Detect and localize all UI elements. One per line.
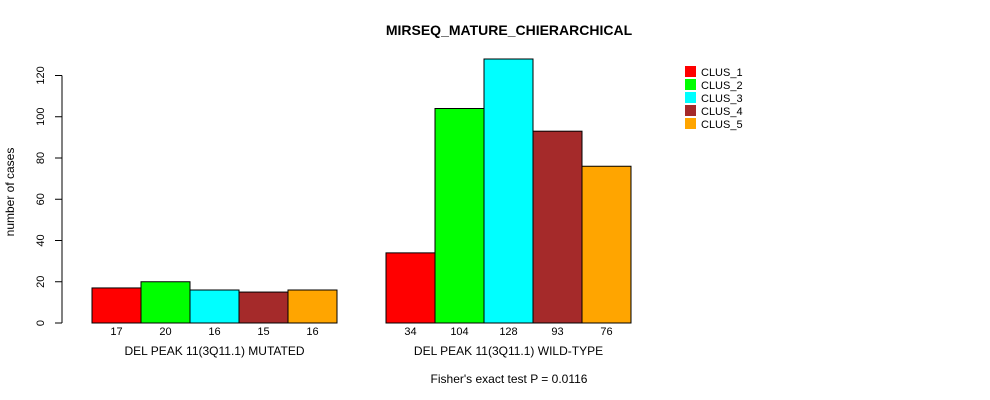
bar-clus-4-group-2 <box>532 130 583 324</box>
y-tick-label: 0 <box>35 320 47 326</box>
legend-swatch <box>685 92 696 103</box>
legend-label: CLUS_1 <box>701 67 743 79</box>
bar-clus-2-group-1 <box>140 281 191 324</box>
bar-count-label: 15 <box>257 326 269 338</box>
bar-clus-2-group-2 <box>434 108 485 324</box>
bar-clus-1-group-2 <box>385 252 436 324</box>
y-axis-label: number of cases <box>3 148 17 237</box>
bar-count-label: 16 <box>306 326 318 338</box>
bar-clus-3-group-1 <box>189 289 240 324</box>
legend-label: CLUS_4 <box>701 106 743 118</box>
bar-count-label: 128 <box>499 326 517 338</box>
legend-label: CLUS_2 <box>701 80 743 92</box>
bar-count-label: 104 <box>450 326 468 338</box>
legend-label: CLUS_3 <box>701 93 743 105</box>
bar-count-label: 34 <box>404 326 416 338</box>
legend-swatch <box>685 118 696 129</box>
y-tick-label: 20 <box>35 276 47 288</box>
bar-count-label: 20 <box>159 326 171 338</box>
group-labels: DEL PEAK 11(3Q11.1) MUTATED DEL PEAK 11(3… <box>124 344 603 358</box>
bar-clus-3-group-2 <box>483 58 534 324</box>
legend-swatch <box>685 105 696 116</box>
bars: 17 20 16 15 16 34 104 128 93 76 <box>91 58 632 338</box>
y-axis: 0 20 40 60 80 100 120 <box>35 66 63 326</box>
group-label-2: DEL PEAK 11(3Q11.1) WILD-TYPE <box>414 344 603 358</box>
bar-clus-5-group-2 <box>581 165 632 324</box>
bar-clus-1-group-1 <box>91 287 142 324</box>
bar-count-label: 76 <box>600 326 612 338</box>
legend-swatch <box>685 66 696 77</box>
y-tick-label: 120 <box>35 66 47 84</box>
bar-clus-5-group-1 <box>287 289 338 324</box>
bar-count-label: 16 <box>208 326 220 338</box>
bar-clus-4-group-1 <box>238 291 289 324</box>
chart-title: MIRSEQ_MATURE_CHIERARCHICAL <box>386 22 633 38</box>
fisher-test-footer: Fisher's exact test P = 0.0116 <box>431 372 588 386</box>
legend-swatch <box>685 79 696 90</box>
y-tick-label: 40 <box>35 234 47 246</box>
y-tick-label: 80 <box>35 152 47 164</box>
group-label-1: DEL PEAK 11(3Q11.1) MUTATED <box>124 344 304 358</box>
legend-label: CLUS_5 <box>701 119 743 131</box>
bar-count-label: 93 <box>551 326 563 338</box>
y-tick-label: 100 <box>35 108 47 126</box>
bar-count-label: 17 <box>110 326 122 338</box>
y-tick-label: 60 <box>35 193 47 205</box>
